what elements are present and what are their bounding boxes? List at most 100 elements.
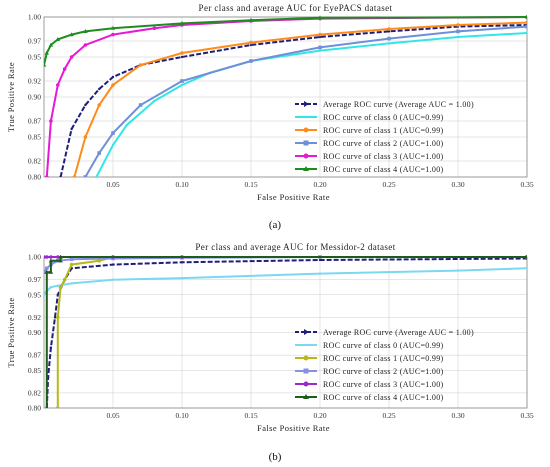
series-point: [70, 282, 73, 285]
series-point: [138, 103, 143, 107]
series-point: [69, 55, 74, 59]
series-line: [59, 24, 527, 177]
series-point: [249, 43, 253, 47]
series-point: [56, 83, 60, 87]
series-point: [318, 258, 322, 262]
y-tick-label: 1.00: [28, 253, 41, 262]
series-point: [318, 32, 322, 37]
series-point: [387, 30, 391, 33]
series-point: [456, 29, 460, 34]
series-point: [83, 29, 88, 33]
x-tick-label: 0.20: [313, 180, 326, 189]
series-point: [49, 286, 53, 289]
legend: Average ROC curve (Average AUC = 1.00) RO…: [295, 100, 474, 174]
legend-marker: [303, 368, 309, 374]
y-tick-label: 0.90: [28, 328, 41, 337]
series-point: [111, 83, 115, 87]
series-point: [55, 37, 60, 41]
series-point: [56, 406, 60, 408]
series-point: [387, 36, 391, 41]
legend-label: ROC curve of class 3 (AUC=1.00): [323, 380, 443, 389]
series-point: [44, 269, 49, 274]
series-point: [249, 59, 253, 63]
y-tick-label: 0.82: [28, 388, 41, 397]
series-point: [180, 276, 184, 280]
series-point: [49, 346, 53, 349]
series-point: [69, 32, 74, 37]
legend-label: ROC curve of class 3 (AUC=1.00): [323, 152, 443, 161]
legend-label: ROC curve of class 4 (AUC=1.00): [323, 165, 443, 174]
y-tick-label: 0.92: [28, 313, 41, 322]
y-tick-label: 0.97: [28, 275, 41, 284]
series-point: [111, 32, 115, 37]
series-point: [318, 35, 322, 39]
y-axis-label: True Positive Rate: [6, 62, 16, 132]
legend-label: Average ROC curve (Average AUC = 1.00): [323, 328, 474, 337]
series-5: [44, 15, 527, 67]
subfigure-label: (a): [269, 219, 282, 231]
y-axis-label: True Positive Rate: [6, 297, 16, 367]
series-point: [44, 175, 49, 177]
legend-label: ROC curve of class 2 (AUC=1.00): [323, 367, 443, 376]
series-point: [524, 255, 527, 259]
series-point: [524, 15, 527, 19]
series-point: [56, 255, 60, 259]
series-point: [69, 262, 74, 267]
legend: Average ROC curve (Average AUC = 1.00) RO…: [295, 328, 474, 402]
series-point: [56, 284, 59, 287]
x-axis-label: False Positive Rate: [257, 192, 330, 202]
legend-label: Average ROC curve (Average AUC = 1.00): [323, 100, 474, 109]
series-point: [179, 21, 185, 25]
series-point: [318, 45, 322, 50]
series-point: [456, 269, 460, 272]
legend-marker: [303, 381, 309, 387]
legend-marker: [303, 153, 309, 159]
series-point: [44, 62, 47, 67]
y-tick-label: 0.90: [28, 93, 41, 102]
x-tick-label: 0.35: [520, 180, 533, 189]
series-point: [111, 131, 115, 135]
y-tick-label: 0.95: [28, 53, 41, 62]
legend-label: ROC curve of class 1 (AUC=0.99): [323, 354, 443, 363]
series-point: [49, 119, 53, 123]
series-point: [153, 99, 156, 103]
series-point: [44, 293, 46, 296]
legend-label: ROC curve of class 0 (AUC=0.99): [323, 341, 443, 350]
series-point: [97, 258, 101, 263]
series-point: [525, 31, 527, 35]
series-point: [48, 42, 54, 47]
series-point: [59, 175, 62, 177]
legend-marker: [303, 127, 309, 133]
legend-label: ROC curve of class 2 (AUC=1.00): [323, 139, 443, 148]
legend-marker: [303, 140, 309, 146]
series-point: [69, 257, 74, 262]
legend-label: ROC curve of class 1 (AUC=0.99): [323, 126, 443, 135]
series-point: [387, 42, 391, 45]
y-tick-label: 0.92: [28, 77, 41, 86]
series-point: [152, 26, 157, 31]
series-3: [83, 24, 527, 177]
series-point: [525, 20, 527, 25]
series-point: [58, 255, 63, 259]
series-2: [72, 20, 527, 177]
series-point: [525, 24, 527, 29]
chart-panel-1: 0.80 0.82 0.85 0.87 0.90 0.92 0.95 0.97 1.00 0.05…: [6, 3, 534, 231]
plot-frame: [43, 16, 528, 178]
series-point: [83, 175, 88, 177]
chart-title: Per class and average AUC for EyePACS da…: [199, 3, 393, 13]
series-point: [83, 135, 88, 139]
series-point: [44, 266, 49, 271]
y-tick-label: 0.80: [28, 173, 41, 182]
series-point: [72, 175, 77, 177]
series-point: [525, 267, 527, 270]
series-point: [111, 75, 115, 79]
x-tick-label: 0.20: [313, 411, 326, 420]
x-tick-label: 0.25: [382, 411, 395, 420]
series-point: [58, 258, 63, 263]
series-point: [180, 83, 184, 87]
y-tick-label: 0.80: [28, 404, 41, 413]
series-point: [318, 272, 322, 275]
series-point: [110, 25, 116, 30]
series-point: [70, 127, 73, 131]
series-point: [97, 103, 101, 107]
